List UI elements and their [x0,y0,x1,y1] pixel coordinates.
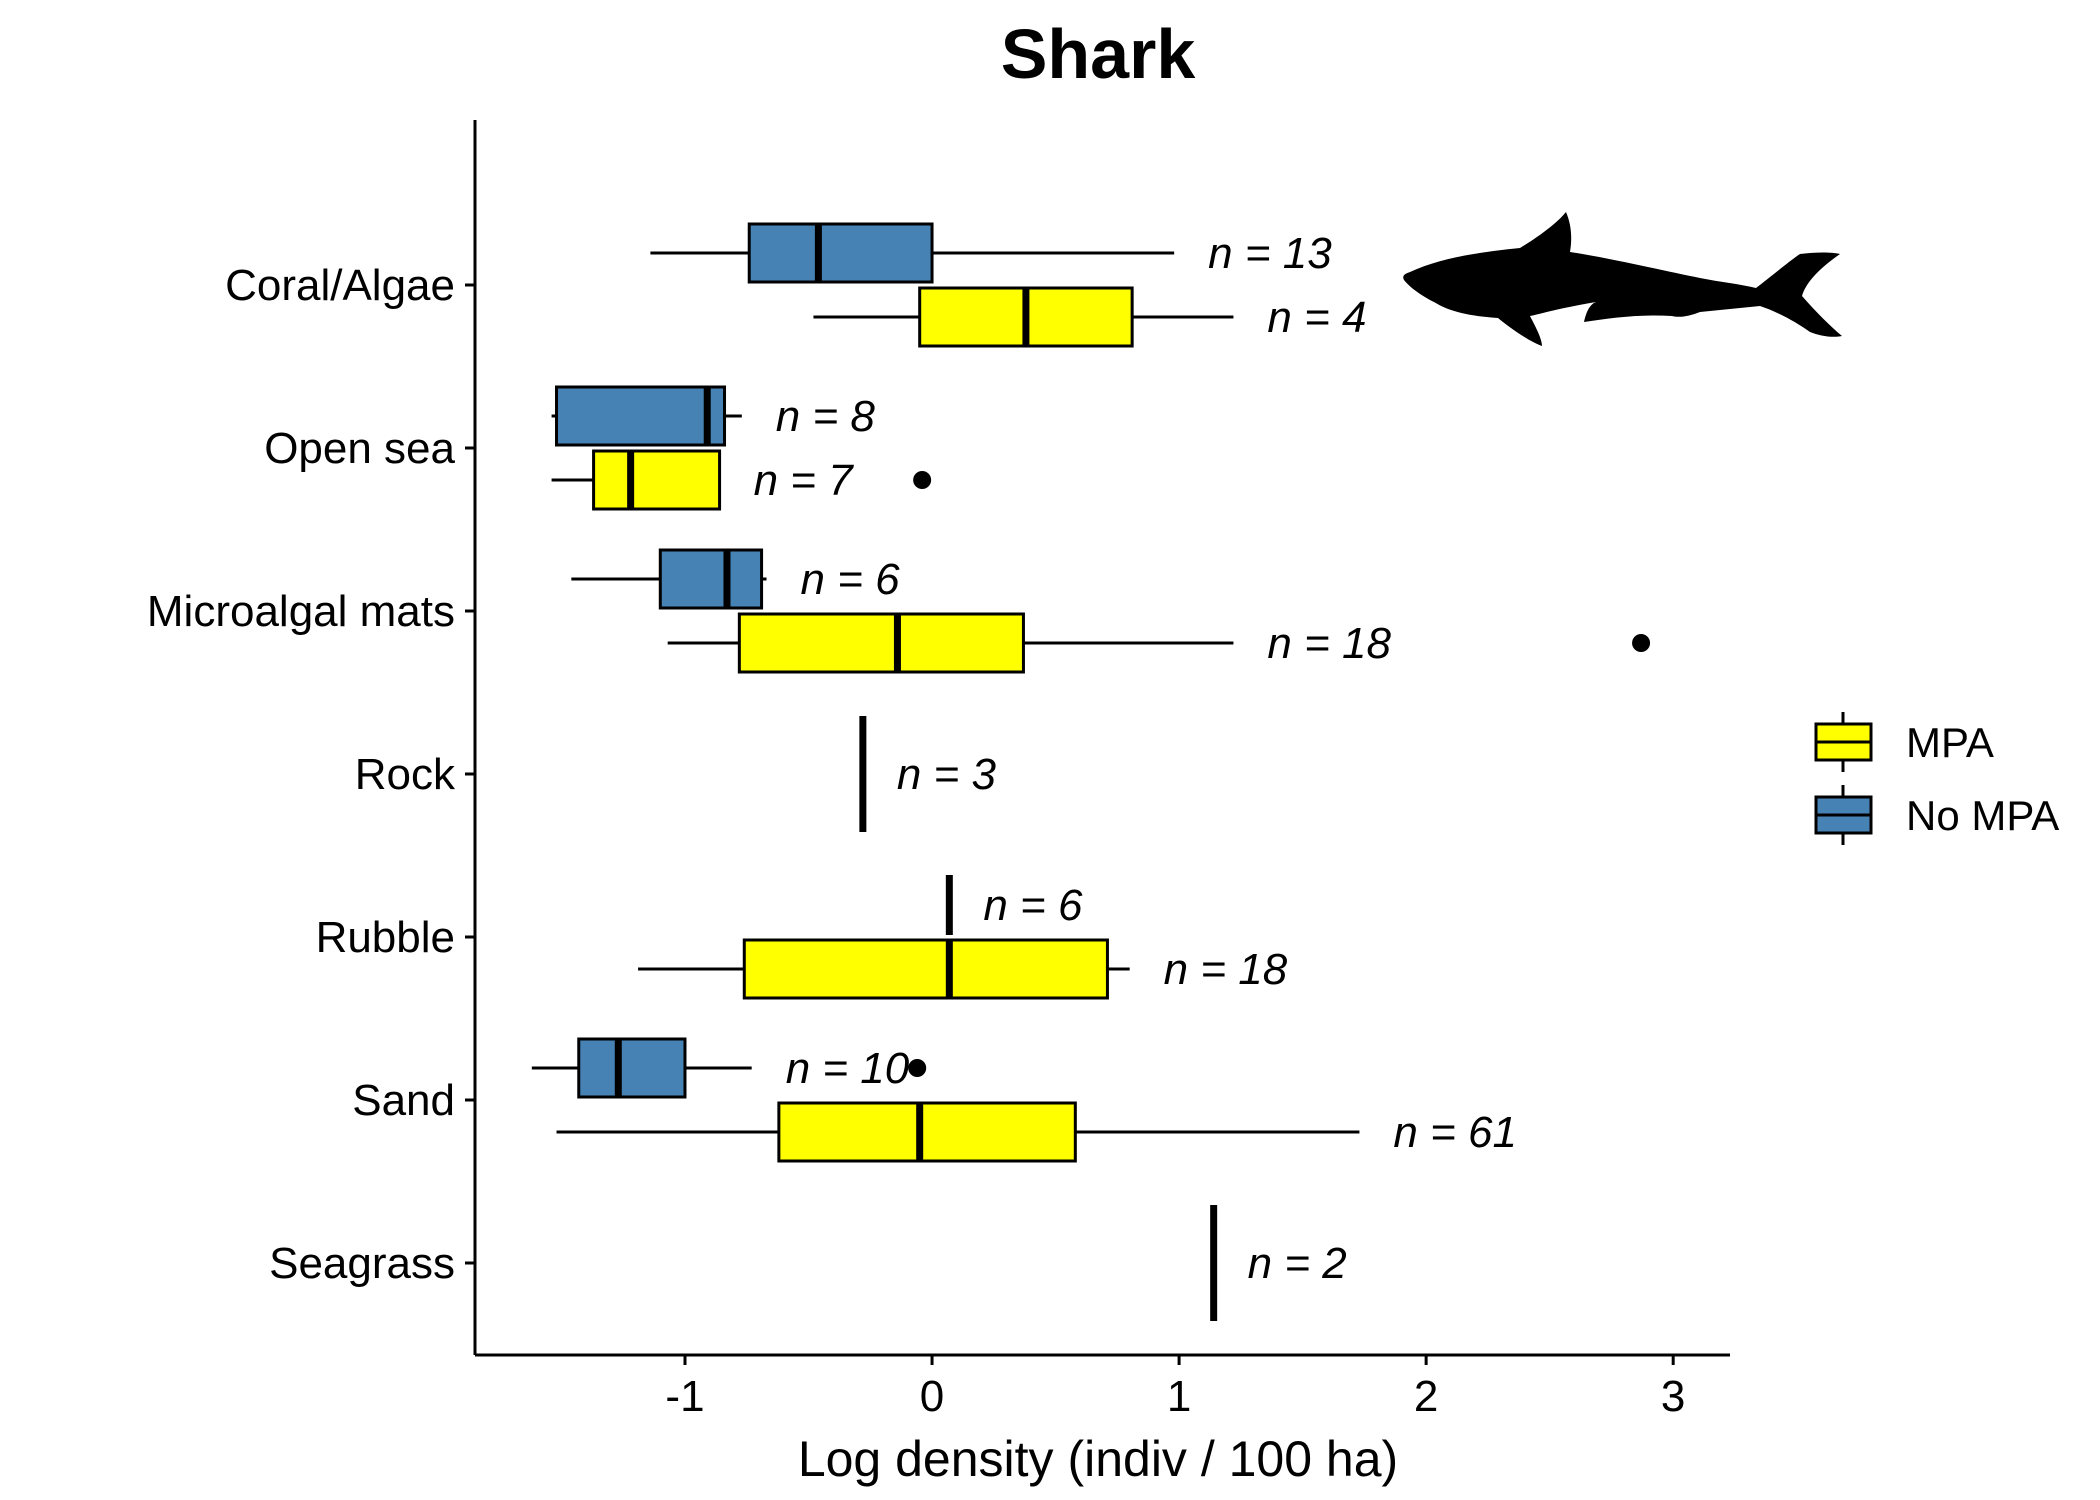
n-label: n = 61 [1393,1108,1517,1157]
outlier-point [913,471,932,489]
y-tick-label: Sand [352,1076,455,1125]
box-body [742,938,1109,1000]
chart-title: Shark [1001,15,1196,93]
legend-item: No MPA [1814,785,2059,845]
y-tick-label: Microalgal mats [147,587,455,636]
box-mpa: n = 18 [638,938,1288,1000]
x-tick-label: 1 [1167,1372,1191,1421]
x-tick-label: -1 [665,1372,704,1421]
shark-silhouette-icon [1403,212,1842,346]
box-no-mpa: n = 8 [551,385,876,447]
y-tick-label: Open sea [264,424,455,473]
y-tick-label: Rubble [316,913,455,962]
y-tick-label: Coral/Algae [225,261,455,310]
n-label: n = 13 [1208,229,1332,278]
n-label: n = 18 [1164,945,1288,994]
box-no-mpa: n = 10 [531,1037,927,1099]
box-mpa: n = 4 [813,286,1367,348]
n-label: n = 4 [1267,293,1366,342]
box-body [658,548,764,610]
box-no-mpa: n = 13 [650,222,1332,284]
legend-item: MPA [1814,712,1994,772]
legend-label: No MPA [1906,792,2059,839]
n-label: n = 2 [1248,1239,1347,1288]
x-axis-title: Log density (indiv / 100 ha) [798,1431,1398,1487]
n-label: n = 10 [786,1044,910,1093]
x-axis: -1 0 1 2 3 [475,1353,1730,1421]
legend: MPA No MPA [1814,712,2059,845]
box-body [777,1101,1077,1163]
plot-area: n = 13 n = 8 n = 6 n = 6 n = 10 n = 4 n = 7 n =… [531,222,1651,1321]
y-tick-label: Seagrass [269,1239,455,1288]
box-mpa: n = 61 [556,1101,1517,1163]
x-tick-label: 3 [1661,1372,1685,1421]
n-label: n = 7 [754,456,855,505]
y-tick-label: Rock [355,750,456,799]
box-body [555,385,727,447]
x-tick-label: 2 [1414,1372,1438,1421]
n-label: n = 8 [776,392,876,441]
box-mpa: n = 2 [1210,1205,1347,1321]
box-mpa: n = 18 [667,612,1651,674]
outlier-point [908,1059,927,1077]
box-body [577,1037,687,1099]
box-mpa: n = 7 [551,449,932,511]
x-tick-label: 0 [920,1372,944,1421]
box-no-mpa: n = 6 [571,548,901,610]
n-label: n = 6 [801,555,901,604]
box-no-mpa: n = 6 [945,875,1083,935]
outlier-point [1632,634,1651,652]
n-label: n = 6 [983,881,1083,930]
box-body [592,449,722,511]
n-label: n = 3 [897,750,997,799]
box-body [737,612,1025,674]
y-axis: Coral/Algae Open sea Microalgal mats Rock Ru… [147,120,477,1355]
box-body [747,222,934,284]
box-mpa: n = 3 [859,716,997,832]
legend-label: MPA [1906,719,1994,766]
n-label: n = 18 [1267,619,1391,668]
